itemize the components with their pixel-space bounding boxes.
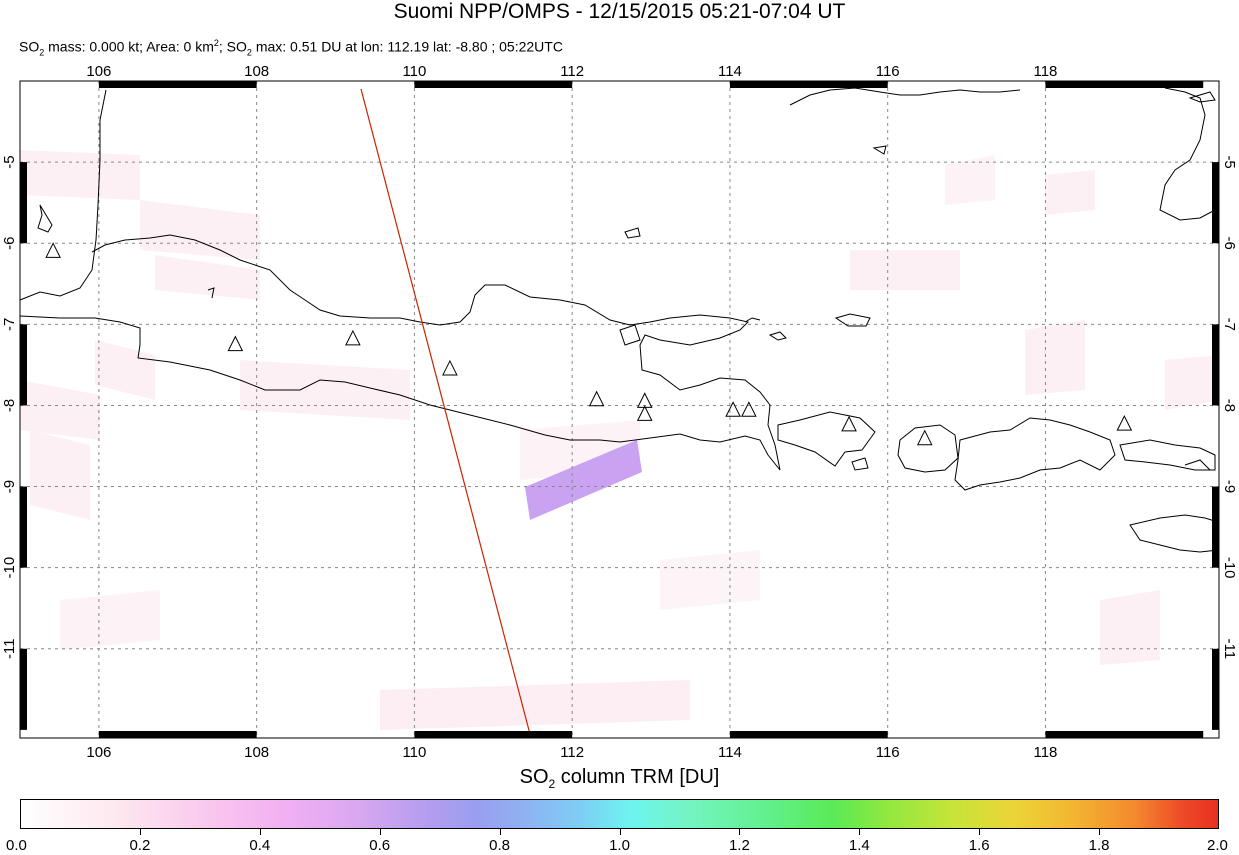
lon-tick-label: 108 <box>244 744 269 760</box>
volcano-triangle-icon <box>227 335 244 352</box>
map-frame <box>19 80 1220 739</box>
frame-bar-right <box>1212 162 1219 244</box>
lat-tick-label: -11 <box>1221 638 1238 659</box>
colorbar-title: SO2 column TRM [DU] <box>519 766 720 791</box>
colorbar-tick <box>979 829 981 835</box>
frame-bar-left <box>20 648 27 730</box>
axis-labels: 106 106 108 108 110 110 112 112 114 114 116 116 118 1… <box>1 63 1238 760</box>
lat-tick-label: -9 <box>1 480 18 493</box>
volcano-triangle-icon <box>636 405 653 421</box>
frame-bar-top <box>98 81 257 88</box>
frame-bar-right <box>1212 324 1219 406</box>
lat-tick-label: -6 <box>1 237 18 250</box>
lat-tick-label: -7 <box>1 318 18 331</box>
map-canvas: 106 106 108 108 110 110 112 112 114 114 116 116 118 1… <box>1 63 1238 760</box>
colorbar-tick-label: 1.0 <box>609 837 630 854</box>
lat-tick-label: -10 <box>1221 557 1238 579</box>
colorbar-tick-label: 0.2 <box>129 837 151 854</box>
so2-max-patch <box>525 440 642 520</box>
volcano-triangle-icon <box>1116 414 1133 431</box>
frame-ticks <box>20 81 1219 738</box>
frame-bar-bottom <box>414 731 573 738</box>
lat-tick-label: -5 <box>1 155 18 168</box>
frame-bar-bottom <box>729 731 888 738</box>
colorbar-tick-label: 0.4 <box>249 837 271 854</box>
lat-tick-label: -9 <box>1221 480 1238 493</box>
volcano-triangle-icon <box>345 329 361 346</box>
frame-bar-top <box>729 81 888 88</box>
lon-tick-label: 114 <box>718 744 742 760</box>
colorbar-tick-label: 2.0 <box>1207 837 1228 854</box>
lon-tick-label: 112 <box>560 744 584 760</box>
colorbar-tick <box>1099 829 1101 835</box>
lat-tick-label: -6 <box>1221 237 1238 250</box>
frame-bar-bottom <box>98 731 257 738</box>
colorbar-tick-label: 1.6 <box>968 837 990 854</box>
colorbar-tick <box>499 829 501 835</box>
lat-tick-label: -8 <box>1 399 18 412</box>
coastlines <box>19 87 1219 553</box>
lat-tick-label: -5 <box>1221 155 1238 168</box>
volcano-triangle-icon <box>442 359 458 376</box>
frame-bar-bottom <box>1045 731 1204 738</box>
frame-bar-right <box>1212 648 1219 730</box>
lat-tick-label: -11 <box>1 638 18 659</box>
volcano-triangle-icon <box>588 390 605 407</box>
frame-bar-left <box>20 486 27 568</box>
lon-tick-label: 116 <box>876 63 900 80</box>
satellite-orbit-track <box>360 88 532 739</box>
lon-tick-label: 110 <box>402 744 426 760</box>
colorbar-tick <box>259 829 261 835</box>
lon-tick-label: 106 <box>86 63 111 80</box>
colorbar <box>20 799 1219 829</box>
colorbar-tick-label: 1.2 <box>728 837 750 854</box>
lon-tick-label: 118 <box>1033 63 1057 80</box>
colorbar-tick-label: 1.4 <box>848 837 870 854</box>
lon-tick-label: 106 <box>86 744 111 760</box>
colorbar-tick <box>139 829 141 835</box>
lon-tick-label: 114 <box>718 63 742 80</box>
volcano-triangle-icon <box>45 242 61 258</box>
frame-bar-top <box>414 81 573 88</box>
colorbar-tick <box>619 829 621 835</box>
lon-tick-label: 108 <box>244 63 269 80</box>
graticule <box>20 81 1219 738</box>
lon-tick-label: 118 <box>1033 744 1057 760</box>
lon-tick-label: 110 <box>402 63 426 80</box>
colorbar-tick <box>739 829 741 835</box>
colorbar-tick-label: 0.0 <box>6 837 27 854</box>
colorbar-tick-label: 1.8 <box>1088 837 1110 854</box>
lat-tick-label: -10 <box>1 557 18 579</box>
frame-bar-left <box>20 162 27 244</box>
lat-tick-label: -7 <box>1221 318 1238 331</box>
lon-tick-label: 112 <box>560 63 584 80</box>
frame-bar-top <box>1045 81 1204 88</box>
volcano-triangle-icon <box>725 401 741 417</box>
volcano-triangle-icon <box>841 415 857 432</box>
volcano-triangle-icon <box>741 401 757 417</box>
lon-tick-label: 116 <box>876 744 900 760</box>
colorbar-tick-label: 0.6 <box>369 837 391 854</box>
lat-tick-label: -8 <box>1221 399 1238 412</box>
map-title: Suomi NPP/OMPS - 12/15/2015 05:21-07:04 … <box>393 0 846 23</box>
colorbar-tick-label: 0.8 <box>489 837 511 854</box>
colorbar-tick <box>379 829 381 835</box>
volcano-markers <box>45 242 1133 446</box>
frame-bar-left <box>20 324 27 406</box>
map-subtitle: SO2 mass: 0.000 kt; Area: 0 km2; SO2 max… <box>19 38 563 58</box>
colorbar-tick <box>859 829 861 835</box>
so2-background-swaths <box>20 150 1220 730</box>
frame-bar-right <box>1212 486 1219 568</box>
volcano-triangle-icon <box>916 429 933 446</box>
